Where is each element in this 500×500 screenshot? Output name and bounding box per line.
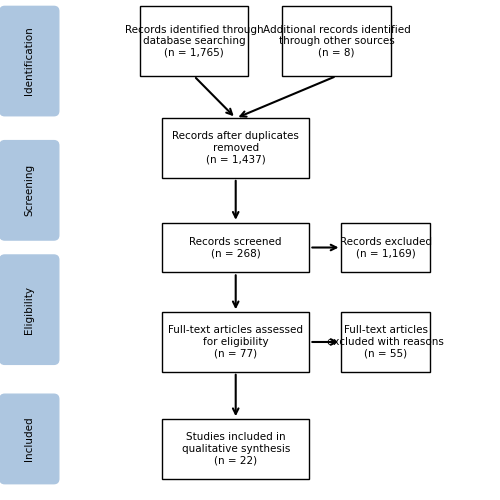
FancyBboxPatch shape: [162, 312, 310, 372]
Text: Studies included in
qualitative synthesis
(n = 22): Studies included in qualitative synthesi…: [182, 432, 290, 466]
Text: Screening: Screening: [24, 164, 34, 216]
Text: Identification: Identification: [24, 26, 34, 96]
FancyBboxPatch shape: [0, 140, 59, 240]
Text: Records after duplicates
removed
(n = 1,437): Records after duplicates removed (n = 1,…: [172, 132, 299, 164]
FancyBboxPatch shape: [162, 222, 310, 272]
Text: Included: Included: [24, 416, 34, 462]
FancyBboxPatch shape: [140, 6, 248, 76]
FancyBboxPatch shape: [282, 6, 391, 76]
FancyBboxPatch shape: [0, 6, 59, 116]
FancyBboxPatch shape: [0, 255, 59, 364]
Text: Eligibility: Eligibility: [24, 286, 34, 334]
Text: Full-text articles
excluded with reasons
(n = 55): Full-text articles excluded with reasons…: [327, 326, 444, 358]
Text: Records screened
(n = 268): Records screened (n = 268): [190, 236, 282, 258]
FancyBboxPatch shape: [342, 312, 430, 372]
Text: Full-text articles assessed
for eligibility
(n = 77): Full-text articles assessed for eligibil…: [168, 326, 303, 358]
FancyBboxPatch shape: [0, 394, 59, 484]
Text: Records identified through
database searching
(n = 1,765): Records identified through database sear…: [124, 24, 263, 58]
FancyBboxPatch shape: [162, 419, 310, 478]
FancyBboxPatch shape: [162, 118, 310, 178]
Text: Additional records identified
through other sources
(n = 8): Additional records identified through ot…: [262, 24, 410, 58]
Text: Records excluded
(n = 1,169): Records excluded (n = 1,169): [340, 236, 432, 258]
FancyBboxPatch shape: [342, 222, 430, 272]
